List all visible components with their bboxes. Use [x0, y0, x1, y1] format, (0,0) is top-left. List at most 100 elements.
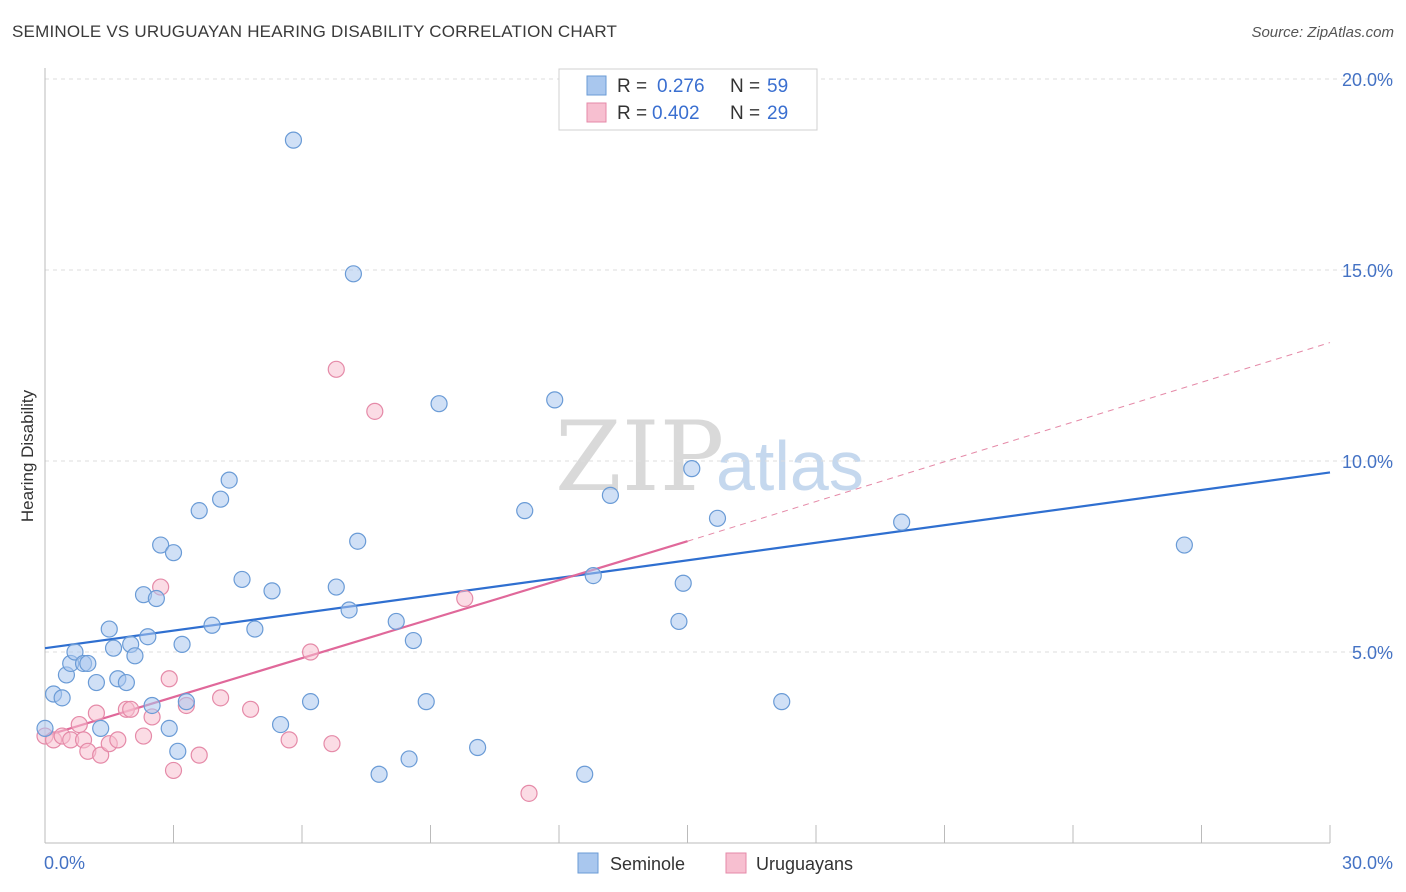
data-points — [36, 131, 1193, 802]
series-legend-label-uruguayans: Uruguayans — [756, 854, 853, 874]
grid — [45, 78, 1393, 653]
uruguayan-point-28 — [520, 784, 538, 802]
legend-r-value-uruguayan: 0.402 — [652, 103, 700, 124]
uruguayan-point-26 — [366, 402, 384, 420]
seminole-point-43 — [404, 631, 422, 650]
y-tick-label-0: 5.0% — [1352, 643, 1393, 663]
seminole-point-19 — [147, 589, 165, 608]
seminole-point-31 — [246, 620, 264, 638]
legend-swatch-uruguayan — [586, 102, 607, 123]
axes — [44, 68, 1331, 844]
seminole-point-25 — [177, 693, 195, 711]
correlation-legend: R = 0.276 N = 59 R = 0.402 N = 29 — [558, 68, 818, 131]
seminole-point-20 — [152, 536, 170, 554]
seminole-point-54 — [683, 460, 701, 478]
series-legend-label-seminole: Seminole — [610, 854, 685, 874]
y-tick-label-3: 20.0% — [1342, 70, 1393, 90]
source-label: Source: ZipAtlas.com — [1251, 24, 1394, 41]
uruguayan-point-16 — [160, 670, 178, 688]
seminole-point-49 — [576, 765, 594, 783]
legend-r-label-uruguayan: R = — [617, 103, 647, 124]
trend-line-seminole — [44, 471, 1331, 650]
uruguayan-point-19 — [190, 746, 208, 764]
seminole-point-32 — [263, 582, 281, 600]
legend-swatch-seminole — [586, 75, 607, 96]
seminole-point-45 — [430, 395, 448, 413]
watermark-zip: ZIP — [555, 401, 724, 513]
tick-labels: 5.0% 10.0% 15.0% 20.0% 0.0% 30.0% — [44, 70, 1393, 873]
legend-n-label-seminole: N = — [730, 76, 760, 97]
seminole-point-10 — [100, 620, 118, 638]
seminole-point-41 — [387, 612, 405, 631]
seminole-point-53 — [674, 574, 692, 592]
uruguayan-point-21 — [242, 700, 260, 718]
uruguayan-point-13 — [134, 727, 153, 745]
watermark-atlas: atlas — [716, 427, 864, 505]
uruguayan-point-27 — [456, 589, 474, 608]
chart-title: SEMINOLE VS URUGUAYAN HEARING DISABILITY… — [12, 22, 618, 41]
seminole-point-33 — [271, 715, 290, 734]
seminole-point-13 — [117, 673, 135, 692]
watermark: ZIP atlas — [555, 401, 864, 513]
seminole-point-50 — [584, 566, 602, 585]
seminole-point-39 — [349, 532, 367, 550]
seminole-point-15 — [126, 647, 144, 665]
x-tick-label-1: 30.0% — [1342, 853, 1393, 873]
seminole-point-40 — [370, 765, 388, 783]
uruguayan-point-22 — [280, 731, 298, 749]
seminole-point-24 — [173, 635, 191, 653]
series-legend-swatch-seminole — [577, 852, 599, 874]
seminole-point-55 — [708, 509, 727, 527]
seminole-point-48 — [546, 391, 564, 409]
seminole-point-38 — [344, 265, 362, 283]
y-axis-title: Hearing Disability — [18, 389, 37, 522]
seminole-point-36 — [327, 578, 345, 596]
seminole-point-9 — [92, 719, 110, 738]
seminole-point-7 — [79, 654, 97, 673]
seminole-point-51 — [601, 486, 620, 504]
uruguayan-point-17 — [164, 761, 183, 780]
uruguayan-point-24 — [323, 735, 341, 753]
seminole-point-57 — [893, 513, 911, 531]
seminole-point-21 — [160, 719, 178, 738]
seminole-point-35 — [301, 693, 320, 711]
trend-extension-uruguayans — [687, 342, 1331, 542]
uruguayan-point-4 — [70, 715, 88, 734]
uruguayan-point-25 — [327, 360, 345, 378]
seminole-point-47 — [516, 502, 534, 520]
x-tick-label-0: 0.0% — [44, 853, 85, 873]
seminole-point-56 — [773, 693, 791, 711]
seminole-point-46 — [469, 738, 487, 757]
uruguayan-point-10 — [109, 731, 127, 749]
series-legend: Seminole Uruguayans — [577, 852, 853, 874]
seminole-point-5 — [66, 643, 84, 661]
seminole-point-22 — [164, 544, 183, 562]
seminole-point-58 — [1175, 536, 1193, 554]
seminole-point-0 — [36, 719, 54, 738]
legend-n-value-uruguayan: 29 — [767, 103, 788, 124]
seminole-point-18 — [143, 696, 161, 715]
legend-n-label-uruguayan: N = — [730, 103, 760, 124]
seminole-point-28 — [212, 490, 230, 508]
uruguayan-point-20 — [212, 689, 230, 707]
seminole-point-52 — [670, 612, 688, 631]
uruguayan-point-8 — [92, 746, 110, 764]
seminole-point-11 — [104, 639, 123, 657]
seminole-point-17 — [139, 628, 157, 646]
seminole-point-8 — [87, 673, 106, 692]
seminole-point-42 — [400, 750, 418, 768]
y-tick-label-2: 15.0% — [1342, 261, 1393, 281]
legend-r-value-seminole: 0.276 — [657, 76, 705, 97]
seminole-point-29 — [220, 471, 238, 489]
uruguayan-point-7 — [87, 704, 106, 722]
legend-r-label-seminole: R = — [617, 76, 647, 97]
seminole-point-34 — [284, 131, 303, 149]
seminole-point-2 — [53, 689, 71, 707]
legend-n-value-seminole: 59 — [767, 76, 788, 97]
seminole-point-44 — [417, 693, 435, 711]
seminole-point-26 — [190, 502, 208, 520]
seminole-point-30 — [233, 570, 251, 589]
uruguayan-point-23 — [301, 643, 320, 661]
seminole-point-23 — [169, 742, 187, 760]
